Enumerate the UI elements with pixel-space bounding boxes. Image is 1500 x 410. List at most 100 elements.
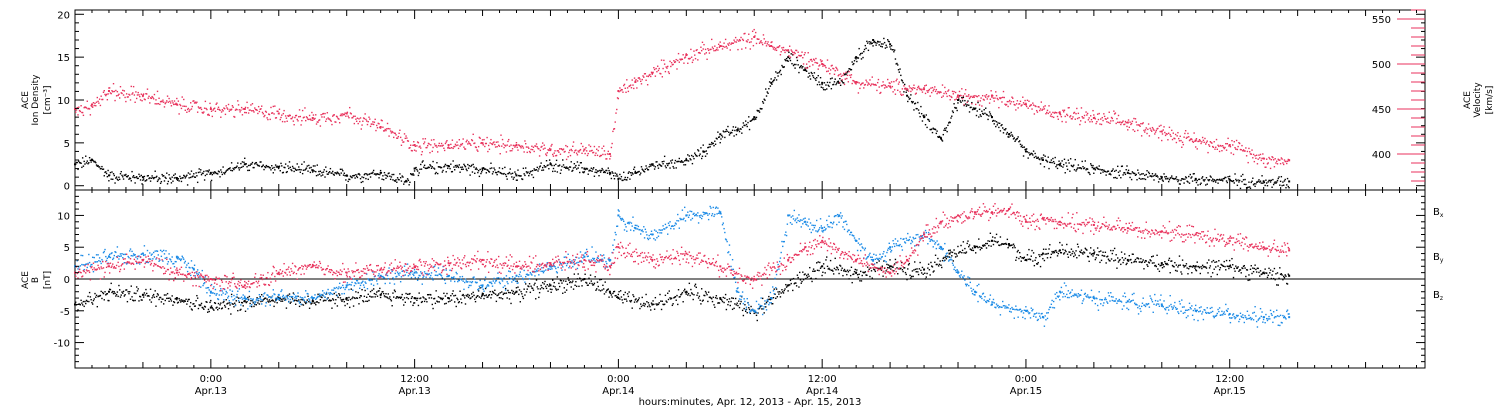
scatter-dot (721, 48, 724, 50)
scatter-dot (736, 302, 738, 304)
scatter-dot (1037, 106, 1039, 108)
scatter-dot (1093, 114, 1095, 116)
scatter-dot (997, 122, 999, 124)
scatter-dot (740, 36, 742, 39)
scatter-dot (531, 148, 534, 151)
scatter-dot (995, 94, 998, 97)
scatter-dot (897, 273, 899, 275)
scatter-dot (738, 129, 740, 131)
scatter-dot (1277, 158, 1279, 161)
scatter-dot (784, 288, 786, 290)
scatter-dot (1240, 149, 1242, 151)
scatter-dot (570, 161, 572, 163)
scatter-dot (985, 96, 987, 98)
scatter-dot (78, 109, 81, 112)
scatter-dot (738, 130, 741, 133)
scatter-dot (627, 295, 630, 298)
scatter-dot (76, 161, 78, 164)
scatter-dot (825, 259, 827, 261)
scatter-dot (134, 101, 136, 103)
data-point (702, 150, 705, 153)
scatter-dot (755, 118, 757, 120)
scatter-dot (523, 173, 525, 175)
scatter-dot (1218, 269, 1221, 271)
scatter-dot (721, 300, 724, 303)
scatter-dot (376, 173, 378, 175)
scatter-dot (361, 124, 363, 126)
scatter-dot (1106, 255, 1109, 257)
scatter-dot (602, 169, 604, 171)
scatter-dot (1272, 277, 1275, 280)
scatter-dot (530, 170, 532, 172)
scatter-dot (405, 179, 407, 182)
scatter-dot (83, 106, 85, 109)
scatter-dot (196, 101, 198, 103)
scatter-dot (110, 92, 112, 95)
scatter-dot (1195, 181, 1198, 184)
scatter-dot (768, 45, 771, 48)
scatter-dot (452, 290, 454, 292)
scatter-dot (344, 304, 346, 307)
scatter-dot (885, 44, 887, 47)
scatter-dot (308, 164, 310, 167)
scatter-dot (807, 273, 809, 275)
scatter-dot (688, 155, 691, 157)
scatter-dot (354, 115, 356, 117)
scatter-dot (320, 296, 322, 298)
scatter-dot (410, 173, 413, 176)
scatter-dot (1192, 141, 1195, 143)
scatter-dot (212, 109, 214, 111)
scatter-dot (264, 110, 267, 113)
scatter-dot (1031, 152, 1033, 155)
scatter-dot (1036, 157, 1039, 159)
scatter-dot (267, 300, 269, 302)
scatter-dot (99, 168, 102, 170)
scatter-dot (767, 92, 769, 94)
scatter-dot (661, 300, 664, 302)
scatter-dot (239, 111, 241, 113)
scatter-dot (197, 307, 200, 310)
scatter-dot (139, 95, 141, 98)
scatter-dot (1144, 261, 1146, 263)
scatter-dot (1261, 273, 1263, 275)
scatter-dot (176, 179, 179, 181)
scatter-dot (149, 97, 152, 99)
scatter-dot (1262, 272, 1265, 274)
scatter-dot (858, 47, 860, 50)
scatter-dot (573, 273, 576, 275)
scatter-dot (1123, 253, 1126, 255)
scatter-dot (474, 300, 477, 303)
scatter-dot (423, 300, 426, 303)
scatter-dot (1255, 157, 1257, 159)
scatter-dot (1091, 166, 1093, 169)
scatter-dot (107, 169, 109, 172)
scatter-dot (875, 84, 877, 86)
scatter-dot (711, 38, 713, 41)
scatter-dot (893, 263, 896, 265)
scatter-dot (761, 108, 763, 110)
scatter-dot (522, 147, 525, 149)
scatter-dot (1167, 259, 1170, 261)
scatter-dot (484, 287, 487, 290)
scatter-dot (606, 153, 609, 155)
scatter-dot (1178, 183, 1181, 185)
scatter-dot (959, 100, 961, 102)
scatter-dot (964, 103, 967, 105)
scatter-dot (507, 140, 509, 143)
scatter-dot (1096, 113, 1099, 115)
scatter-dot (396, 296, 398, 298)
scatter-dot (420, 153, 423, 156)
scatter-dot (1120, 263, 1122, 266)
scatter-dot (267, 113, 270, 115)
scatter-dot (673, 60, 675, 62)
scatter-dot (1005, 104, 1007, 106)
scatter-dot (583, 149, 586, 151)
scatter-dot (1094, 118, 1097, 120)
scatter-dot (1193, 172, 1195, 175)
scatter-dot (528, 172, 531, 175)
scatter-dot (1023, 146, 1026, 148)
scatter-dot (490, 297, 492, 299)
scatter-dot (281, 298, 283, 301)
scatter-dot (264, 165, 266, 168)
scatter-dot (582, 171, 585, 174)
